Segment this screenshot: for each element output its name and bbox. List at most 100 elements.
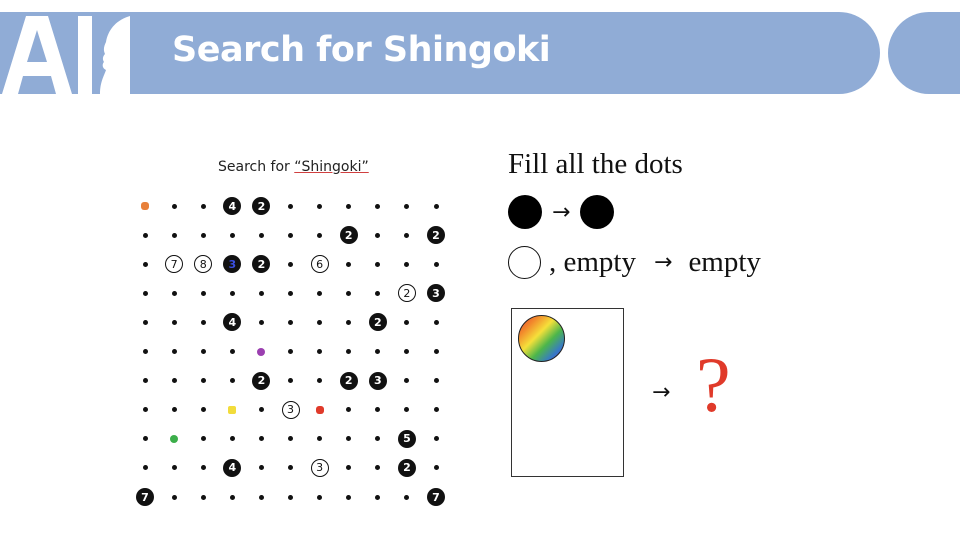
question-mark: ?	[696, 341, 731, 428]
grid-dot	[397, 196, 417, 216]
black-clue-circle: 5	[397, 429, 417, 449]
black-clue-circle: 2	[251, 371, 271, 391]
grid-dot	[281, 342, 301, 362]
grid-dot	[251, 458, 271, 478]
grid-dot	[397, 312, 417, 332]
grid-dot	[368, 196, 388, 216]
black-clue-circle: 2	[339, 371, 359, 391]
color-card	[511, 308, 624, 477]
grid-dot	[397, 225, 417, 245]
grid-dot	[251, 225, 271, 245]
grid-dot	[135, 312, 155, 332]
grid-dot	[426, 342, 446, 362]
black-circle-icon	[580, 195, 615, 229]
black-clue-circle: 3	[426, 283, 446, 303]
legend-title: Fill all the dots	[508, 148, 683, 180]
grid-dot	[368, 283, 388, 303]
arrow-icon: →	[552, 199, 571, 225]
grid-dot	[310, 196, 330, 216]
legend-empty-label: , empty	[549, 245, 636, 278]
header-cap	[888, 12, 960, 94]
grid-dot	[339, 254, 359, 274]
black-clue-circle: 3	[222, 254, 242, 274]
grid-dot	[164, 458, 184, 478]
grid-dot	[135, 429, 155, 449]
grid-dot	[164, 312, 184, 332]
grid-dot	[339, 312, 359, 332]
grid-dot	[368, 458, 388, 478]
grid-dot	[339, 342, 359, 362]
grid-dot	[193, 458, 213, 478]
legend-empty-result: empty	[688, 245, 761, 278]
legend-rule-black: →	[508, 194, 615, 230]
white-clue-circle: 6	[310, 254, 330, 274]
white-clue-circle: 8	[193, 254, 213, 274]
grid-dot	[310, 371, 330, 391]
black-clue-circle: 4	[222, 458, 242, 478]
rainbow-circle-icon	[518, 315, 565, 362]
grid-dot	[164, 283, 184, 303]
grid-dot	[222, 283, 242, 303]
grid-dot	[193, 400, 213, 420]
black-clue-circle: 2	[251, 196, 271, 216]
black-clue-circle: 4	[222, 312, 242, 332]
grid-dot	[164, 400, 184, 420]
grid-dot	[164, 196, 184, 216]
grid-dot	[368, 342, 388, 362]
grid-dot	[193, 312, 213, 332]
grid-dot	[397, 371, 417, 391]
grid-dot	[135, 400, 155, 420]
grid-dot	[164, 342, 184, 362]
black-clue-circle: 4	[222, 196, 242, 216]
grid-dot	[251, 400, 271, 420]
grid-dot	[426, 458, 446, 478]
grid-dot	[193, 196, 213, 216]
grid-dot	[135, 254, 155, 274]
grid-dot	[339, 283, 359, 303]
grid-dot	[135, 225, 155, 245]
grid-dot	[281, 371, 301, 391]
grid-dot	[397, 254, 417, 274]
grid-dot	[339, 196, 359, 216]
grid-dot	[397, 400, 417, 420]
grid-dot	[397, 487, 417, 507]
grid-dot	[368, 254, 388, 274]
grid-dot	[164, 371, 184, 391]
grid-dot	[281, 196, 301, 216]
grid-dot	[426, 400, 446, 420]
grid-dot	[281, 225, 301, 245]
black-clue-circle: 3	[368, 371, 388, 391]
grid-dot	[310, 487, 330, 507]
grid-dot	[251, 487, 271, 507]
grid-dot	[310, 429, 330, 449]
grid-dot	[368, 487, 388, 507]
grid-dot	[193, 371, 213, 391]
black-clue-circle: 2	[368, 312, 388, 332]
grid-dot	[164, 225, 184, 245]
grid-dot	[426, 254, 446, 274]
black-clue-circle: 7	[135, 487, 155, 507]
black-clue-circle: 7	[426, 487, 446, 507]
grid-dot	[397, 342, 417, 362]
grid-dot	[281, 254, 301, 274]
grid-dot	[251, 283, 271, 303]
grid-dot	[281, 429, 301, 449]
grid-dot	[368, 400, 388, 420]
white-clue-circle: 3	[281, 400, 301, 420]
grid-dot	[426, 429, 446, 449]
grid-dot	[251, 312, 271, 332]
legend-rule-white: , empty → empty	[508, 244, 761, 280]
grid-dot	[135, 458, 155, 478]
ai-logo-icon	[0, 12, 130, 94]
grid-dot	[281, 283, 301, 303]
grid-dot	[310, 342, 330, 362]
black-circle-icon	[508, 195, 542, 229]
header-band	[0, 12, 880, 94]
puzzle-caption: Search for “Shingoki”	[218, 159, 369, 175]
grid-dot	[281, 458, 301, 478]
colored-dot-yellow	[222, 400, 242, 420]
grid-dot	[164, 487, 184, 507]
grid-dot	[193, 342, 213, 362]
grid-dot	[222, 342, 242, 362]
